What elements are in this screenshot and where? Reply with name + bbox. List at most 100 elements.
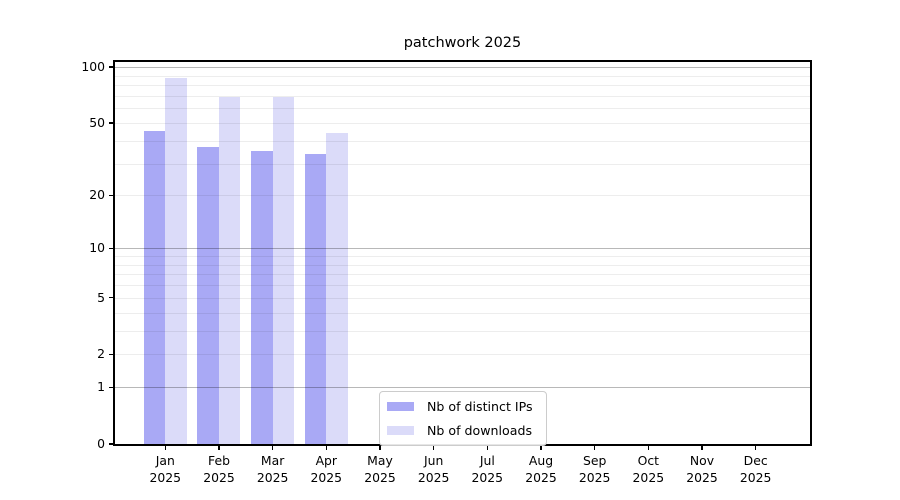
y-tick-label-20: 20 [89, 187, 105, 203]
gridline-minor-80 [115, 85, 810, 87]
x-tick-month: Mar [260, 453, 285, 468]
x-tick-mark-aug [540, 446, 542, 450]
x-tick-label-oct: Oct 2025 [618, 453, 678, 486]
gridline-major-100 [115, 67, 810, 69]
legend-swatch-distinct-ips [387, 401, 414, 412]
y-tick-label-0: 0 [97, 436, 105, 451]
x-tick-month: Aug [528, 453, 554, 468]
x-tick-year: 2025 [364, 469, 396, 485]
gridline-minor-60 [115, 108, 810, 110]
x-tick-mark-oct [647, 446, 650, 450]
gridline-major-10 [115, 248, 810, 250]
y-tick-mark-10 [109, 247, 113, 249]
y-tick-label-2: 2 [97, 346, 105, 362]
gridline-minor-40 [115, 140, 810, 142]
gridline-minor-50 [115, 122, 810, 124]
gridline-minor-9 [115, 256, 810, 257]
bar-ips-jan [143, 131, 166, 444]
x-tick-mark-may [379, 446, 381, 450]
gridline-minor-2 [115, 354, 810, 356]
x-tick-month: Feb [208, 453, 230, 468]
y-tick-mark-0 [109, 443, 113, 445]
legend: Nb of distinct IPs Nb of downloads [379, 391, 547, 446]
y-tick-mark-50 [109, 122, 113, 124]
x-tick-mark-mar [271, 446, 274, 450]
bar-ips-mar [251, 151, 273, 444]
y-tick-label-100: 100 [81, 59, 105, 75]
bar-ips-apr [304, 153, 327, 444]
x-tick-label-jul: Jul 2025 [457, 453, 517, 486]
x-tick-year: 2025 [417, 469, 450, 485]
x-tick-mark-dec [754, 446, 757, 450]
x-tick-label-dec: Dec 2025 [726, 453, 786, 486]
chart-title: patchwork 2025 [403, 35, 522, 51]
bar-downloads-mar [272, 97, 295, 444]
x-tick-mark-apr [325, 446, 327, 450]
bar-downloads-apr [326, 133, 348, 444]
x-tick-year: 2025 [203, 469, 235, 485]
legend-label-distinct-ips: Nb of distinct IPs [427, 399, 533, 414]
y-tick-label-50: 50 [89, 114, 105, 130]
gridline-minor-5 [115, 297, 810, 299]
y-tick-mark-5 [109, 297, 113, 299]
legend-item-distinct-ips: Nb of distinct IPs [387, 399, 537, 414]
y-tick-mark-20 [109, 194, 113, 197]
x-tick-label-jan: Jan 2025 [135, 453, 195, 486]
y-tick-mark-1 [109, 386, 113, 389]
bar-ips-feb [197, 147, 219, 444]
x-tick-label-apr: Apr 2025 [296, 453, 356, 486]
x-tick-month: Dec [743, 453, 768, 468]
plot-inner [115, 62, 810, 444]
x-tick-year: 2025 [686, 469, 718, 485]
x-tick-label-may: May 2025 [350, 453, 410, 486]
x-tick-year: 2025 [310, 469, 343, 485]
x-tick-month: Sep [582, 453, 607, 468]
x-tick-mark-jul [486, 446, 488, 450]
x-tick-label-sep: Sep 2025 [565, 453, 625, 486]
x-tick-label-nov: Nov 2025 [672, 453, 732, 486]
legend-item-downloads: Nb of downloads [387, 423, 537, 438]
x-tick-label-feb: Feb 2025 [189, 453, 249, 486]
legend-label-downloads: Nb of downloads [427, 423, 533, 438]
x-tick-month: Jan [155, 453, 175, 468]
gridline-minor-3 [115, 330, 810, 332]
x-tick-month: Oct [637, 453, 660, 468]
x-tick-month: May [367, 453, 393, 468]
x-tick-year: 2025 [632, 469, 665, 485]
x-tick-mark-feb [218, 446, 220, 450]
x-tick-label-aug: Aug 2025 [511, 453, 571, 486]
x-tick-mark-sep [593, 446, 596, 450]
y-tick-mark-100 [109, 66, 113, 68]
y-tick-mark-2 [109, 353, 113, 355]
gridline-minor-8 [115, 264, 810, 266]
bar-downloads-feb [218, 97, 241, 444]
x-tick-month: Jun [423, 453, 444, 468]
legend-swatch-downloads [387, 425, 414, 436]
x-tick-month: Apr [315, 453, 338, 468]
gridline-minor-7 [115, 274, 810, 276]
x-tick-year: 2025 [256, 469, 289, 485]
x-tick-month: Nov [689, 453, 715, 468]
plot-area [113, 60, 812, 446]
y-tick-label-5: 5 [97, 289, 105, 305]
x-tick-label-jun: Jun 2025 [404, 453, 464, 486]
x-tick-mark-nov [701, 446, 703, 450]
x-tick-year: 2025 [471, 469, 504, 485]
bar-downloads-jan [165, 77, 187, 444]
x-tick-label-mar: Mar 2025 [243, 453, 303, 486]
gridline-minor-4 [115, 312, 810, 314]
x-tick-year: 2025 [149, 469, 182, 485]
gridline-major-1 [115, 387, 810, 389]
gridline-minor-30 [115, 163, 810, 165]
x-tick-mark-jan [164, 446, 166, 450]
x-tick-year: 2025 [739, 469, 772, 485]
x-tick-year: 2025 [578, 469, 611, 485]
gridline-minor-90 [115, 75, 810, 77]
gridline-minor-20 [115, 195, 810, 197]
gridline-minor-70 [115, 95, 810, 97]
y-tick-label-1: 1 [97, 379, 105, 395]
y-tick-label-10: 10 [89, 240, 105, 256]
x-tick-month: Jul [479, 453, 495, 468]
x-tick-year: 2025 [525, 469, 557, 485]
